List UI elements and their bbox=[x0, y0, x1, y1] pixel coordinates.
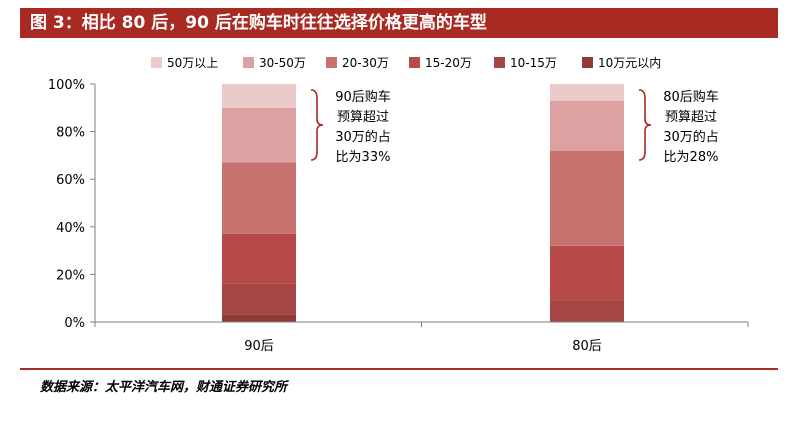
annotation-text: 比为33% bbox=[336, 150, 391, 165]
x-axis: 90后 80后 bbox=[94, 321, 749, 354]
y-tick-label: 60% bbox=[56, 173, 85, 188]
annotation-brace bbox=[638, 89, 652, 161]
x-tick-label: 80后 bbox=[572, 339, 602, 354]
bars bbox=[222, 84, 624, 322]
bar-segment bbox=[222, 84, 296, 108]
legend: 50万以上 30-50万 20-30万 15-20万 10-15万 10万元以内 bbox=[151, 56, 661, 70]
legend-label: 10万元以内 bbox=[598, 56, 661, 70]
annotation-text: 30万的占 bbox=[335, 129, 391, 145]
source-divider bbox=[20, 368, 778, 370]
annotation-brace bbox=[310, 89, 324, 161]
bar-segment bbox=[222, 283, 296, 315]
legend-swatch bbox=[409, 57, 420, 68]
bar-segment bbox=[550, 245, 624, 301]
legend-swatch bbox=[326, 57, 337, 68]
bar-segment bbox=[222, 233, 296, 284]
legend-label: 15-20万 bbox=[425, 56, 472, 70]
y-tick-label: 0% bbox=[64, 316, 85, 331]
annotation-text: 80后购车 bbox=[663, 89, 719, 105]
legend-label: 50万以上 bbox=[167, 56, 218, 70]
y-tick-label: 20% bbox=[56, 268, 85, 283]
annotation-text: 比为28% bbox=[664, 150, 719, 165]
source-note: 数据来源：太平洋汽车网，财通证券研究所 bbox=[40, 380, 288, 395]
bar-segment bbox=[550, 100, 624, 151]
bar-segment bbox=[550, 84, 624, 101]
legend-swatch bbox=[582, 57, 593, 68]
annotation-text: 90后购车 bbox=[335, 89, 391, 105]
legend-swatch bbox=[243, 57, 254, 68]
legend-label: 10-15万 bbox=[510, 56, 557, 70]
annotation-text: 预算超过 bbox=[337, 110, 389, 125]
y-axis: 0% 20% 40% 60% 80% 100% bbox=[48, 78, 96, 331]
figure-title: 图 3：相比 80 后，90 后在购车时往往选择价格更高的车型 bbox=[20, 8, 778, 38]
x-tick-label: 90后 bbox=[244, 339, 274, 354]
bar-segment bbox=[222, 162, 296, 234]
legend-swatch bbox=[151, 57, 162, 68]
annotation-text: 预算超过 bbox=[665, 110, 717, 125]
stacked-bar-chart: 50万以上 30-50万 20-30万 15-20万 10-15万 10万元以内 0% 20… bbox=[48, 56, 749, 354]
legend-label: 30-50万 bbox=[259, 56, 306, 70]
bar-segment bbox=[550, 150, 624, 246]
y-tick-label: 40% bbox=[56, 221, 85, 236]
y-tick-label: 80% bbox=[56, 126, 85, 141]
bar-segment bbox=[550, 300, 624, 322]
annotation-text: 30万的占 bbox=[663, 129, 719, 145]
y-tick-label: 100% bbox=[48, 78, 85, 93]
legend-swatch bbox=[494, 57, 505, 68]
bar-segment bbox=[222, 107, 296, 163]
bar-segment bbox=[222, 314, 296, 322]
legend-label: 20-30万 bbox=[342, 56, 389, 70]
